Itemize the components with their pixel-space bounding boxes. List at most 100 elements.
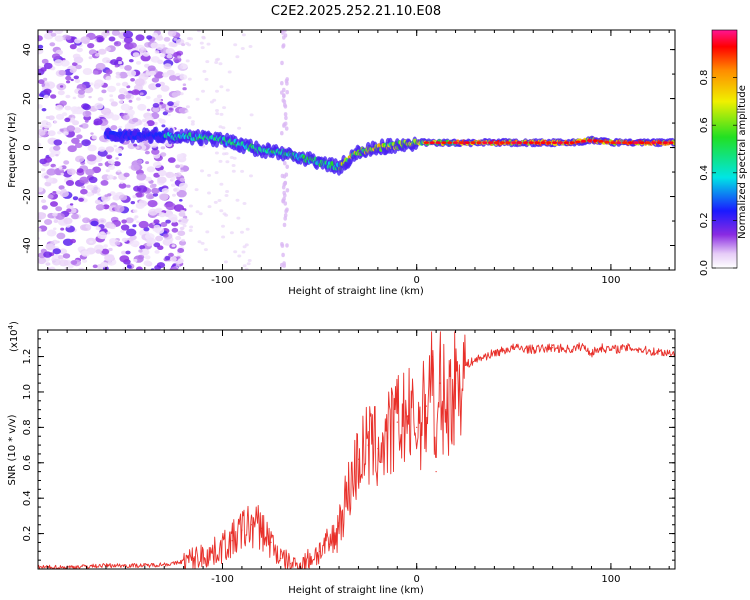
noise-blob — [231, 169, 236, 173]
noise-blob — [41, 205, 48, 210]
signal-peak — [651, 141, 657, 145]
snr-data-point — [406, 416, 408, 418]
snr-data-point — [338, 522, 340, 524]
noise-blob — [163, 233, 169, 238]
noise-blob — [88, 176, 98, 183]
noise-blob — [176, 258, 184, 264]
noise-blob — [284, 126, 289, 131]
noise-blob — [280, 173, 285, 179]
snr-frame — [37, 329, 676, 570]
noise-blob — [179, 177, 186, 182]
noise-blob — [65, 224, 71, 228]
noise-blob — [110, 101, 118, 107]
noise-blob — [209, 100, 214, 104]
noise-blob — [182, 83, 187, 86]
noise-blob — [285, 207, 289, 212]
noise-blob — [133, 258, 138, 263]
noise-blob — [88, 95, 92, 99]
noise-blob — [245, 227, 250, 231]
noise-blob — [237, 126, 242, 130]
noise-blob — [75, 64, 82, 70]
snr-data-point — [431, 356, 433, 358]
signal-peak — [639, 141, 645, 145]
noise-blob — [217, 199, 222, 202]
noise-blob — [38, 212, 47, 220]
noise-blob — [110, 59, 119, 66]
noise-blob — [98, 162, 103, 167]
noise-blob — [282, 35, 286, 40]
noise-blob — [153, 219, 160, 224]
noise-blob — [249, 113, 254, 117]
noise-blob — [120, 181, 124, 184]
noise-blob — [195, 97, 200, 101]
noise-blob — [235, 55, 240, 59]
snr-data-point — [416, 426, 418, 428]
noise-blob — [181, 210, 186, 213]
noise-blob — [143, 123, 149, 127]
noise-blob — [167, 157, 176, 163]
noise-blob — [168, 41, 176, 47]
noise-blob — [120, 103, 131, 111]
snr-data-point — [241, 529, 243, 531]
snr-data-point — [571, 348, 573, 351]
noise-blob — [202, 69, 207, 73]
noise-blob — [69, 203, 74, 206]
noise-blob — [136, 220, 140, 224]
noise-blob — [161, 188, 169, 194]
noise-blob — [110, 125, 118, 131]
noise-blob — [219, 85, 224, 89]
noise-blob — [219, 112, 224, 116]
noise-blob — [218, 159, 223, 163]
signal-peak — [581, 139, 587, 143]
noise-blob — [128, 59, 134, 63]
noise-blob — [151, 77, 160, 83]
spectrogram-y-ticks: -40 -20 0 20 40 — [22, 43, 675, 271]
noise-blob — [53, 219, 59, 223]
noise-blob — [136, 185, 148, 193]
noise-blob — [67, 145, 77, 153]
noise-blob — [194, 188, 199, 192]
noise-blob — [115, 74, 121, 79]
noise-blob — [76, 168, 84, 174]
noise-blob — [65, 94, 71, 99]
noise-blob — [101, 89, 107, 94]
signal-peak — [441, 141, 447, 145]
noise-blob — [62, 253, 71, 259]
colorbar-ticks: 0.0 0.2 0.4 0.6 0.8 — [699, 70, 737, 276]
y-tick-label: 0.2 — [22, 526, 33, 542]
noise-blob — [184, 218, 189, 222]
snr-data-point — [289, 563, 292, 565]
noise-blob — [144, 255, 151, 260]
noise-blob — [107, 261, 113, 265]
noise-blob — [237, 254, 242, 258]
snr-data-point — [649, 350, 651, 352]
noise-blob — [150, 42, 159, 49]
noise-blob — [87, 43, 95, 49]
noise-blob — [63, 217, 73, 225]
noise-blob — [184, 109, 189, 113]
noise-blob — [167, 30, 177, 37]
noise-blob — [280, 242, 284, 247]
noise-blob — [66, 80, 71, 84]
noise-blob — [74, 79, 81, 83]
noise-blob — [190, 122, 195, 126]
signal-peak — [464, 141, 470, 145]
snr-x-ticks: -100 0 100 — [47, 330, 670, 585]
noise-blob — [171, 183, 176, 187]
noise-blob — [59, 100, 67, 106]
noise-blob — [66, 125, 76, 132]
noise-blob — [221, 235, 226, 239]
noise-blob — [223, 260, 228, 264]
noise-blob — [147, 200, 158, 208]
signal-peak — [447, 141, 453, 145]
noise-blob — [71, 213, 79, 220]
noise-blob — [242, 202, 247, 205]
noise-blob — [73, 75, 80, 80]
noise-blob — [177, 230, 186, 236]
noise-blob — [40, 67, 47, 72]
noise-blob — [130, 240, 140, 248]
snr-data-point — [425, 405, 427, 407]
noise-blob — [159, 101, 164, 105]
snr-panel: 0.2 0.4 0.6 0.8 1.0 1.2 -100 0 100 Height of st… — [7, 321, 676, 596]
y-tick-label: 0.6 — [22, 455, 33, 471]
